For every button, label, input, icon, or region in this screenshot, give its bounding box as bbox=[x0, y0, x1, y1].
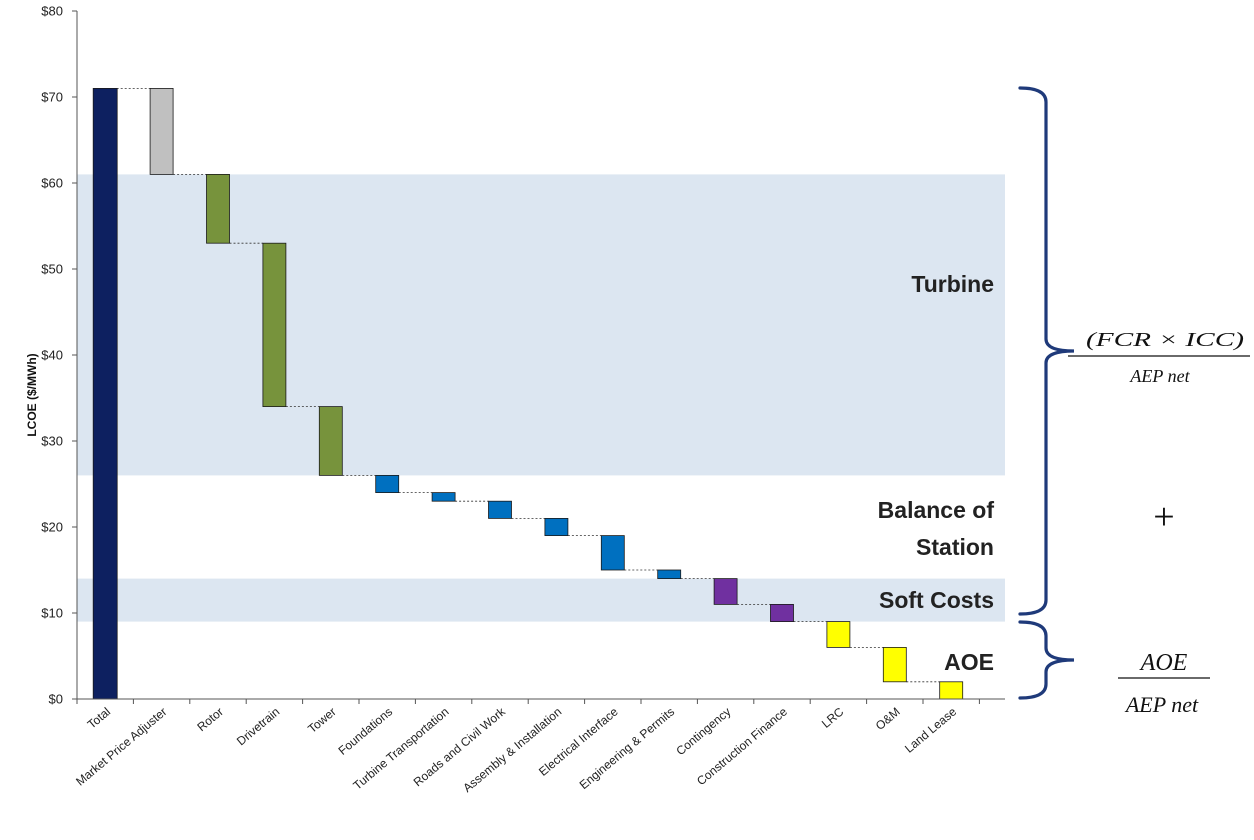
band-labels: Turbine Balance of Station Soft Costs AOE bbox=[878, 271, 995, 675]
capital-formula-numerator: (FCR × ICC) bbox=[1086, 329, 1244, 351]
y-tick-label: $80 bbox=[41, 4, 63, 19]
x-category-label: LRC bbox=[819, 704, 847, 730]
bar-turbine-transportation bbox=[431, 492, 456, 502]
y-tick-label: $60 bbox=[41, 176, 63, 191]
band-label-soft-costs: Soft Costs bbox=[879, 587, 994, 613]
bar-tower bbox=[318, 406, 343, 476]
capital-formula-denominator: AEP net bbox=[1129, 366, 1190, 386]
connector-lines bbox=[116, 88, 940, 683]
y-tick-label: $40 bbox=[41, 348, 63, 363]
x-category-label: Rotor bbox=[194, 705, 225, 735]
bar-roads-and-civil-work bbox=[488, 500, 512, 519]
capital-cost-formula: (FCR × ICC) AEP net bbox=[1068, 329, 1250, 386]
x-category-label: O&M bbox=[873, 705, 903, 733]
bar-construction-finance bbox=[770, 604, 794, 623]
operating-costs-brace bbox=[1018, 620, 1075, 700]
y-tick-label: $10 bbox=[41, 606, 63, 621]
x-category-label: Tower bbox=[305, 705, 339, 736]
y-axis-label: LCOE ($/MWh) bbox=[25, 353, 39, 436]
band-label-balance-of-station-line1: Balance of bbox=[878, 497, 995, 523]
operating-formula-denominator: AEP net bbox=[1124, 692, 1199, 717]
bar-land-lease bbox=[939, 681, 964, 700]
bar-total bbox=[92, 88, 118, 700]
band-label-turbine: Turbine bbox=[911, 271, 994, 297]
bar-foundations bbox=[375, 474, 400, 493]
braces bbox=[1018, 86, 1075, 700]
band-turbine bbox=[77, 174, 1005, 476]
y-tick-label: $20 bbox=[41, 520, 63, 535]
plus-sign: + bbox=[1153, 496, 1174, 538]
bar-assembly-installation bbox=[544, 518, 569, 537]
band-label-balance-of-station-line2: Station bbox=[916, 534, 994, 560]
y-tick-label: $0 bbox=[49, 692, 63, 707]
x-category-label: Engineering & Permits bbox=[577, 705, 677, 792]
bar-contingency bbox=[713, 578, 738, 605]
x-category-label: Assembly & Installation bbox=[460, 705, 564, 795]
x-category-label: Total bbox=[85, 705, 113, 732]
bar-o-m bbox=[882, 647, 907, 683]
x-category-label: Roads and Civil Work bbox=[411, 704, 509, 789]
x-category-label: Land Lease bbox=[902, 704, 959, 755]
bar-market-price-adjuster bbox=[149, 88, 174, 175]
bar-electrical-interface bbox=[600, 535, 625, 571]
bar-lrc bbox=[826, 621, 851, 648]
y-tick-label: $50 bbox=[41, 262, 63, 277]
bar-rotor bbox=[206, 173, 230, 244]
y-tick-label: $30 bbox=[41, 434, 63, 449]
operating-formula-numerator: AOE bbox=[1139, 650, 1188, 676]
x-category-label: Foundations bbox=[336, 705, 396, 758]
capital-costs-brace bbox=[1018, 86, 1075, 616]
operating-cost-formula: AOE AEP net bbox=[1118, 650, 1210, 717]
x-category-label: Drivetrain bbox=[234, 705, 282, 749]
band-soft-costs bbox=[77, 578, 1005, 622]
y-axis-ticks: $0 $10 $20 $30 $40 $50 $60 $70 $80 bbox=[41, 4, 77, 707]
band-label-aoe: AOE bbox=[944, 649, 994, 675]
bar-drivetrain bbox=[262, 242, 287, 407]
cost-category-bands bbox=[77, 174, 1005, 622]
x-category-label: Turbine Transportation bbox=[350, 705, 451, 793]
x-category-label: Contingency bbox=[673, 705, 733, 759]
bar-engineering-permits bbox=[657, 569, 682, 580]
waterfall-bars bbox=[92, 88, 964, 700]
y-tick-label: $70 bbox=[41, 90, 63, 105]
